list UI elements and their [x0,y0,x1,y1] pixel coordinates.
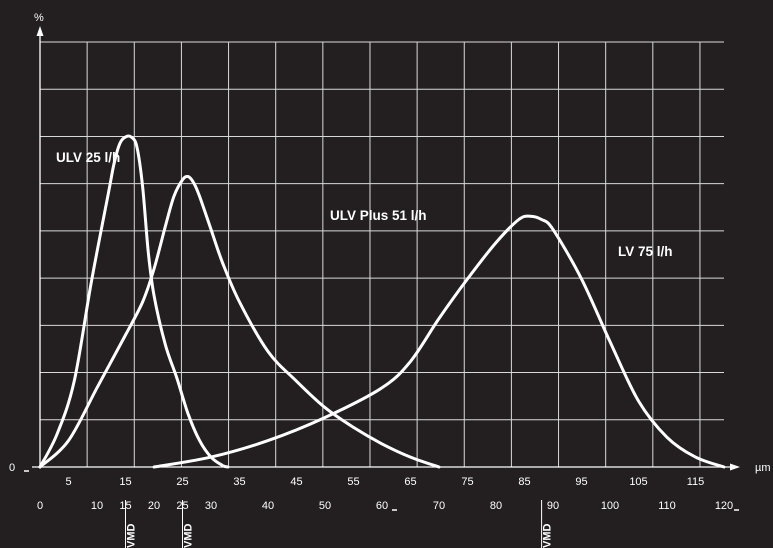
x-tick-label: 10 [91,500,103,512]
y-origin-label: 0 [9,462,15,474]
x-axis-arrow-icon [730,463,740,471]
y-axis-label: % [34,12,44,24]
x-tick-label: 40 [262,500,274,512]
x-tick-label: 15 [119,476,131,488]
x-tick-label: 50 [319,500,331,512]
x-tick-label: 70 [433,500,445,512]
x-tick-label: 30 [205,500,217,512]
vmd-label: VMD [126,524,138,548]
x-tick-label: 105 [629,476,647,488]
x-tick-label: 100 [601,500,619,512]
chart-axes [32,26,740,471]
x-tick-label: 115 [687,476,705,488]
x-tick-label: 65 [404,476,416,488]
x-tick-label: 85 [518,476,530,488]
curve-labels: ULV 25 l/h ULV Plus 51 l/h LV 75 l/h [56,150,673,259]
vmd-label: VMD [542,524,554,548]
curve-ulv-plus-51 [38,174,441,469]
x-tick-label: 120 [715,500,733,512]
x-tick-label: 75 [461,476,473,488]
x-tick-label: 60 [376,500,388,512]
label-ulv-25: ULV 25 l/h [56,150,120,165]
x-tick-label: 20 [148,500,160,512]
distribution-curves [38,134,726,469]
x-tick-label: 35 [233,476,245,488]
y-axis-arrow-icon [36,26,44,36]
x-tick-label: 110 [658,500,676,512]
x-tick-label: 95 [575,476,587,488]
vmd-markers: VMD VMD VMD [125,500,554,548]
x-tick-label: 5 [65,476,71,488]
label-lv-75: LV 75 l/h [618,244,673,259]
label-ulv-plus-51: ULV Plus 51 l/h [330,208,427,223]
curve-ulv-25 [38,134,230,469]
x-tick-label: 55 [347,476,359,488]
chart-grid [40,41,724,467]
x-tick-label: 0 [37,500,43,512]
x-tick-label: 45 [290,476,302,488]
x-tick-label: 25 [176,476,188,488]
vmd-label: VMD [183,524,195,548]
x-axis-label: µm [755,462,771,474]
curve-lv-75 [152,214,726,469]
x-tick-label: 80 [490,500,502,512]
x-tick-label: 90 [547,500,559,512]
